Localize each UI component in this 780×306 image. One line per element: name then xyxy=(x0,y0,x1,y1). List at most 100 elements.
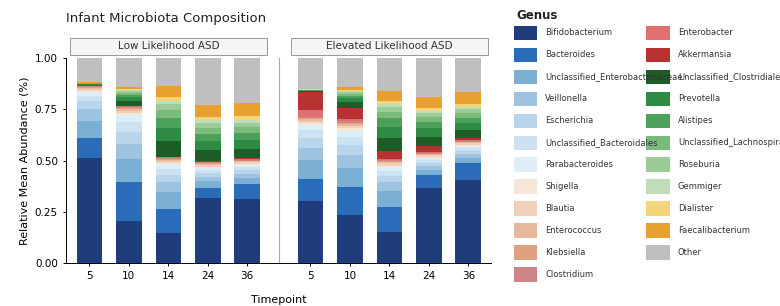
Bar xyxy=(76,159,102,263)
Bar xyxy=(377,118,402,127)
Bar xyxy=(456,163,481,180)
Text: Bacteroides: Bacteroides xyxy=(545,50,595,59)
Bar xyxy=(646,223,670,238)
Bar xyxy=(377,127,402,138)
Bar xyxy=(76,82,102,83)
Bar xyxy=(116,101,142,106)
Bar xyxy=(155,118,181,128)
Bar xyxy=(456,110,481,113)
Bar xyxy=(235,184,260,199)
Bar xyxy=(155,160,181,161)
Text: Other: Other xyxy=(678,248,702,257)
Bar xyxy=(235,174,260,178)
Bar xyxy=(298,201,323,263)
Bar xyxy=(235,165,260,167)
Bar xyxy=(235,167,260,170)
Bar xyxy=(235,123,260,127)
Bar xyxy=(195,165,221,166)
Bar xyxy=(377,151,402,159)
Bar xyxy=(416,170,441,175)
Bar xyxy=(76,121,102,138)
Bar xyxy=(298,119,323,121)
Bar xyxy=(76,58,102,82)
Text: Genus: Genus xyxy=(516,9,558,22)
Text: Shigella: Shigella xyxy=(545,182,579,191)
Bar xyxy=(377,162,402,163)
Bar xyxy=(377,182,402,191)
Bar xyxy=(195,162,221,163)
Bar xyxy=(195,150,221,161)
Text: Akkermansia: Akkermansia xyxy=(678,50,732,59)
Bar xyxy=(646,26,670,40)
Bar xyxy=(377,100,402,104)
Bar xyxy=(456,113,481,118)
Bar xyxy=(116,106,142,107)
Bar xyxy=(377,207,402,232)
Bar xyxy=(416,137,441,146)
Bar xyxy=(195,198,221,263)
Bar xyxy=(646,158,670,172)
Bar xyxy=(116,182,142,221)
Bar xyxy=(76,89,102,91)
Bar xyxy=(416,166,441,170)
Bar xyxy=(337,145,363,155)
Bar xyxy=(116,159,142,182)
Text: Parabacteroides: Parabacteroides xyxy=(545,160,613,169)
Bar xyxy=(377,232,402,263)
Bar xyxy=(337,108,363,119)
Bar xyxy=(646,114,670,128)
Bar xyxy=(116,114,142,115)
Bar xyxy=(235,161,260,162)
Bar xyxy=(337,137,363,145)
Bar xyxy=(155,158,181,159)
Bar xyxy=(298,91,323,92)
Text: Dialister: Dialister xyxy=(678,204,713,213)
Bar xyxy=(298,125,323,130)
Bar xyxy=(377,163,402,166)
Bar xyxy=(155,86,181,97)
Bar xyxy=(377,167,402,170)
Bar xyxy=(155,159,181,160)
Bar xyxy=(195,117,221,120)
Bar xyxy=(235,133,260,140)
Bar xyxy=(377,106,402,112)
Bar xyxy=(235,120,260,123)
Bar xyxy=(456,118,481,123)
Bar xyxy=(235,170,260,174)
Bar xyxy=(456,151,481,154)
Bar xyxy=(298,117,323,118)
Text: Enterococcus: Enterococcus xyxy=(545,226,601,235)
Bar xyxy=(377,161,402,162)
Bar xyxy=(195,120,221,123)
Bar xyxy=(456,143,481,145)
Bar xyxy=(235,178,260,184)
Bar xyxy=(337,131,363,137)
Bar xyxy=(337,96,363,98)
Text: Faecalibacterium: Faecalibacterium xyxy=(678,226,750,235)
Bar xyxy=(195,166,221,167)
Text: Infant Microbiota Composition: Infant Microbiota Composition xyxy=(66,12,267,25)
Bar xyxy=(235,158,260,159)
Bar xyxy=(456,140,481,141)
Bar xyxy=(155,157,181,158)
Text: Clostridium: Clostridium xyxy=(545,270,594,279)
Bar xyxy=(416,108,441,111)
Bar xyxy=(337,126,363,129)
Bar xyxy=(155,161,181,163)
Bar xyxy=(235,127,260,133)
Bar xyxy=(116,91,142,93)
Bar xyxy=(76,101,102,109)
Bar xyxy=(377,176,402,182)
Text: Unclassified_Lachnospiraceae: Unclassified_Lachnospiraceae xyxy=(678,138,780,147)
Text: Klebsiella: Klebsiella xyxy=(545,248,586,257)
Text: Enterobacter: Enterobacter xyxy=(678,28,732,37)
Bar xyxy=(456,180,481,263)
Bar xyxy=(155,58,181,86)
Bar xyxy=(337,58,363,88)
Bar xyxy=(298,58,323,89)
Bar xyxy=(298,160,323,178)
Bar xyxy=(456,104,481,107)
Bar xyxy=(155,101,181,104)
Bar xyxy=(116,221,142,263)
Text: Bifidobacterium: Bifidobacterium xyxy=(545,28,612,37)
